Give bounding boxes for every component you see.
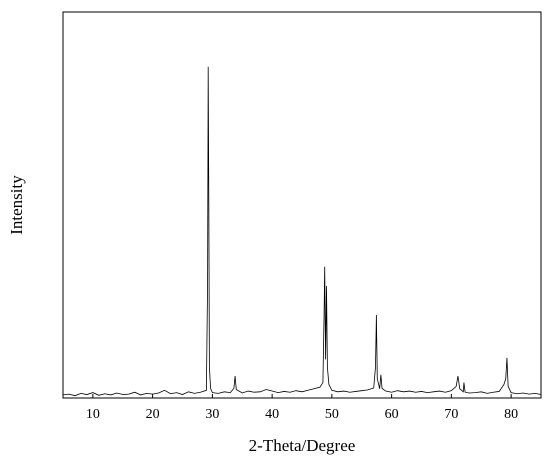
y-axis-label: Intensity bbox=[7, 175, 26, 235]
x-tick-label: 30 bbox=[205, 407, 219, 422]
x-tick-label: 60 bbox=[385, 407, 399, 422]
x-axis-label: 2-Theta/Degree bbox=[249, 436, 356, 455]
x-tick-label: 50 bbox=[325, 407, 339, 422]
x-tick-label: 40 bbox=[265, 407, 279, 422]
x-tick-label: 20 bbox=[146, 407, 160, 422]
xrd-line bbox=[62, 66, 542, 397]
plot-frame bbox=[62, 11, 542, 399]
x-tick-label: 80 bbox=[504, 407, 518, 422]
x-tick-label: 70 bbox=[444, 407, 458, 422]
x-tick-label: 10 bbox=[86, 407, 100, 422]
